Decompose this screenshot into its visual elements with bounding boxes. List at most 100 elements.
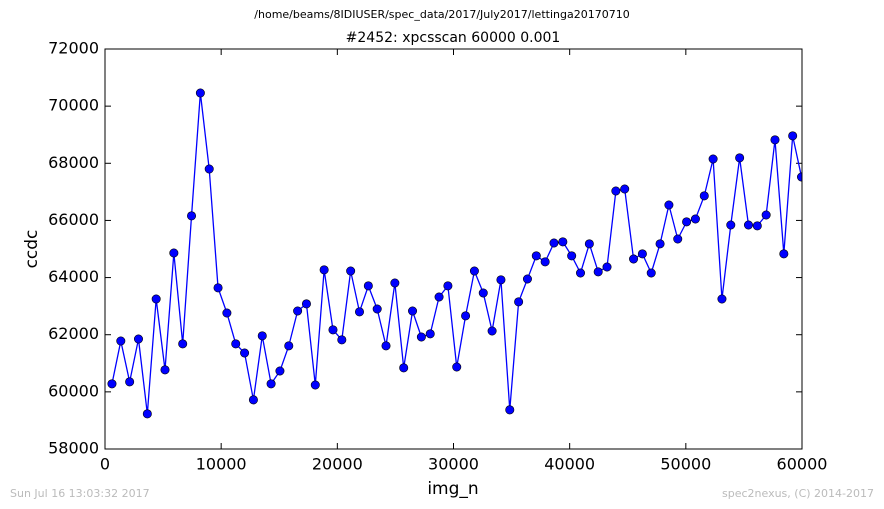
data-point xyxy=(522,274,532,284)
data-point xyxy=(178,339,188,349)
y-tick-label: 70000 xyxy=(48,96,99,115)
footer-right: spec2nexus, (C) 2014-2017 xyxy=(722,487,874,500)
data-point xyxy=(425,329,435,339)
data-point xyxy=(487,326,497,336)
y-tick-label: 68000 xyxy=(48,153,99,172)
data-point xyxy=(116,336,126,346)
data-point xyxy=(266,379,276,389)
data-point xyxy=(133,334,143,344)
data-point xyxy=(514,297,524,307)
data-point xyxy=(576,268,586,278)
data-point xyxy=(496,275,506,285)
data-point xyxy=(558,237,568,247)
data-point xyxy=(231,339,241,349)
x-tick-label: 0 xyxy=(100,455,110,474)
data-point xyxy=(726,220,736,230)
data-point xyxy=(770,135,780,145)
x-tick-label: 10000 xyxy=(196,455,247,474)
data-point xyxy=(531,251,541,261)
data-point xyxy=(655,239,665,249)
y-tick-label: 64000 xyxy=(48,267,99,286)
data-point xyxy=(328,325,338,335)
footer-left: Sun Jul 16 13:03:32 2017 xyxy=(10,487,150,500)
x-tick-label: 40000 xyxy=(544,455,595,474)
data-point xyxy=(735,153,745,163)
data-point xyxy=(593,267,603,277)
data-point xyxy=(248,395,258,405)
x-tick-label: 20000 xyxy=(312,455,363,474)
data-point xyxy=(222,308,232,318)
data-point xyxy=(346,266,356,276)
data-point xyxy=(337,335,347,345)
y-tick-label: 58000 xyxy=(48,439,99,458)
data-point xyxy=(443,281,453,291)
data-point xyxy=(637,249,647,259)
data-point xyxy=(416,332,426,342)
plot-area xyxy=(107,88,802,419)
data-point xyxy=(752,221,762,231)
data-point xyxy=(310,380,320,390)
data-point xyxy=(319,265,329,275)
data-point xyxy=(646,268,656,278)
data-point xyxy=(354,307,364,317)
data-point xyxy=(682,217,692,227)
data-point xyxy=(381,341,391,351)
data-point xyxy=(505,405,515,415)
data-point xyxy=(708,154,718,164)
y-axis-label: ccdc xyxy=(22,230,42,269)
data-point xyxy=(469,266,479,276)
data-point xyxy=(107,379,117,389)
x-tick-label: 50000 xyxy=(660,455,711,474)
data-point xyxy=(699,191,709,201)
data-point xyxy=(620,184,630,194)
suptitle: /home/beams/8IDIUSER/spec_data/2017/July… xyxy=(254,8,629,21)
plot-frame xyxy=(104,48,803,450)
data-point xyxy=(363,281,373,291)
x-tick-label: 30000 xyxy=(428,455,479,474)
data-point xyxy=(602,262,612,272)
data-point xyxy=(293,306,303,316)
data-point xyxy=(717,294,727,304)
data-point xyxy=(257,331,267,341)
x-tick-label: 60000 xyxy=(777,455,828,474)
x-axis-label: img_n xyxy=(427,479,478,499)
data-point xyxy=(142,409,152,419)
data-point xyxy=(452,362,462,372)
data-point xyxy=(549,238,559,248)
data-point xyxy=(169,248,179,258)
data-point xyxy=(275,366,285,376)
data-point xyxy=(664,200,674,210)
data-point xyxy=(478,288,488,298)
data-point xyxy=(567,251,577,261)
chart-title: #2452: xpcsscan 60000 0.001 xyxy=(346,30,561,46)
data-point xyxy=(584,239,594,249)
data-point xyxy=(673,234,683,244)
data-point xyxy=(540,257,550,267)
data-point xyxy=(390,278,400,288)
data-point xyxy=(408,306,418,316)
data-point xyxy=(187,211,197,221)
data-point xyxy=(151,294,161,304)
data-point xyxy=(779,249,789,259)
data-point xyxy=(788,131,798,141)
data-point xyxy=(399,363,409,373)
data-point xyxy=(125,377,135,387)
data-point xyxy=(434,292,444,302)
y-tick-label: 62000 xyxy=(48,324,99,343)
data-point xyxy=(204,164,214,174)
data-point xyxy=(743,220,753,230)
data-point xyxy=(690,214,700,224)
data-point xyxy=(301,299,311,309)
data-point xyxy=(629,254,639,264)
data-point xyxy=(372,304,382,314)
y-tick-label: 60000 xyxy=(48,381,99,400)
y-tick-label: 72000 xyxy=(48,39,99,58)
y-tick-label: 66000 xyxy=(48,210,99,229)
data-point xyxy=(240,348,250,358)
data-point xyxy=(461,311,471,321)
data-point xyxy=(195,88,205,98)
data-point xyxy=(160,365,170,375)
data-point xyxy=(761,210,771,220)
